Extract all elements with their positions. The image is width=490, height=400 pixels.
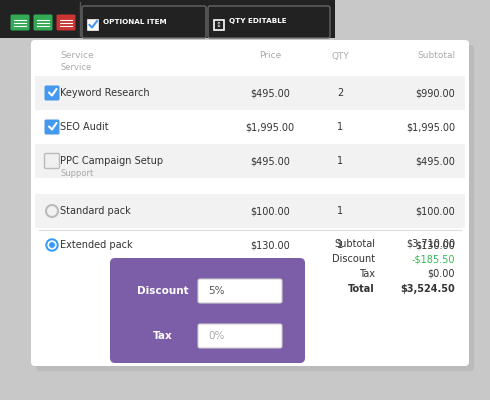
Text: $100.00: $100.00	[250, 206, 290, 216]
Text: 5%: 5%	[208, 286, 224, 296]
FancyBboxPatch shape	[88, 20, 98, 30]
Text: $495.00: $495.00	[250, 88, 290, 98]
Bar	[35, 76, 465, 110]
Bar	[35, 228, 465, 262]
Text: Standard pack: Standard pack	[60, 206, 131, 216]
Text: Service: Service	[60, 62, 91, 72]
Text: $495.00: $495.00	[415, 156, 455, 166]
Text: OPTIONAL ITEM: OPTIONAL ITEM	[103, 18, 167, 24]
FancyBboxPatch shape	[45, 120, 59, 134]
Text: $1,995.00: $1,995.00	[406, 122, 455, 132]
Text: 1: 1	[337, 240, 343, 250]
Text: $495.00: $495.00	[250, 156, 290, 166]
Text: 1: 1	[337, 206, 343, 216]
Text: Price: Price	[259, 52, 281, 60]
Text: $130.00: $130.00	[415, 240, 455, 250]
Text: Total: Total	[348, 284, 375, 294]
Text: 2: 2	[337, 88, 343, 98]
FancyBboxPatch shape	[198, 279, 282, 303]
Text: Service: Service	[60, 52, 94, 60]
FancyBboxPatch shape	[56, 14, 75, 30]
FancyBboxPatch shape	[10, 14, 29, 30]
FancyBboxPatch shape	[31, 40, 469, 366]
Text: Keyword Research: Keyword Research	[60, 88, 149, 98]
Text: Tax: Tax	[359, 269, 375, 279]
Text: Discount: Discount	[332, 254, 375, 264]
FancyBboxPatch shape	[208, 6, 330, 38]
Bar	[35, 110, 465, 144]
FancyBboxPatch shape	[82, 6, 206, 38]
FancyBboxPatch shape	[36, 45, 474, 371]
Text: $130.00: $130.00	[250, 240, 290, 250]
Text: Discount: Discount	[137, 286, 189, 296]
Text: Tax: Tax	[153, 331, 173, 341]
FancyBboxPatch shape	[33, 14, 52, 30]
Text: Support: Support	[60, 168, 93, 178]
FancyBboxPatch shape	[45, 86, 59, 100]
Text: PPC Campaign Setup: PPC Campaign Setup	[60, 156, 163, 166]
Text: $100.00: $100.00	[415, 206, 455, 216]
Text: $3,710.00: $3,710.00	[406, 239, 455, 249]
Text: SEO Audit: SEO Audit	[60, 122, 109, 132]
Text: ↕: ↕	[216, 22, 222, 28]
Bar	[35, 144, 465, 178]
Text: QTY EDITABLE: QTY EDITABLE	[229, 18, 287, 24]
Text: $3,524.50: $3,524.50	[400, 284, 455, 294]
Text: 1: 1	[337, 156, 343, 166]
FancyBboxPatch shape	[45, 154, 59, 168]
Circle shape	[48, 241, 56, 249]
Text: Subtotal: Subtotal	[417, 52, 455, 60]
Bar	[0, 0, 335, 38]
Text: Extended pack: Extended pack	[60, 240, 133, 250]
Text: $1,995.00: $1,995.00	[245, 122, 294, 132]
Text: 0%: 0%	[208, 331, 224, 341]
FancyBboxPatch shape	[198, 324, 282, 348]
Text: 1: 1	[337, 122, 343, 132]
Text: QTY: QTY	[331, 52, 349, 60]
Circle shape	[46, 239, 58, 251]
FancyBboxPatch shape	[110, 258, 305, 363]
Text: $990.00: $990.00	[415, 88, 455, 98]
Circle shape	[50, 243, 54, 247]
Text: Subtotal: Subtotal	[334, 239, 375, 249]
Text: $0.00: $0.00	[427, 269, 455, 279]
Text: -$185.50: -$185.50	[412, 254, 455, 264]
Bar	[35, 194, 465, 228]
